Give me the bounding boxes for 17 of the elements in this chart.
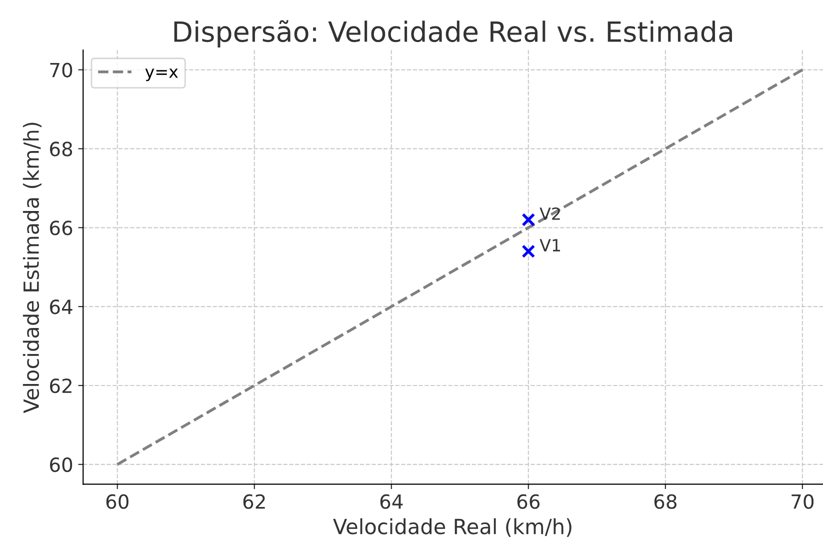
legend-label: y=x xyxy=(145,68,178,82)
x-tick-label: 62 xyxy=(243,494,265,509)
annotation: V1 xyxy=(540,239,560,252)
y-tick-label: 66 xyxy=(50,220,72,236)
y-tick-label: 60 xyxy=(50,457,72,472)
y-tick-label: 68 xyxy=(50,142,72,156)
x-axis-title: Velocidade Real (km/h) xyxy=(333,518,572,537)
y-tick-label: 70 xyxy=(50,62,72,78)
chart-title: Dispersão: Velocidade Real vs. Estimada xyxy=(174,20,732,48)
x-tick-label: 60 xyxy=(106,494,128,509)
y-axis-title: Velocidade Estimada (km/h) xyxy=(22,122,42,414)
x-tick-label: 66 xyxy=(517,494,540,509)
y-tick-label: 64 xyxy=(50,300,72,314)
x-tick-label: 64 xyxy=(380,494,403,509)
y-tick-label: 62 xyxy=(50,378,72,394)
x-tick-label: 70 xyxy=(792,494,814,509)
x-tick-label: 68 xyxy=(654,494,676,509)
